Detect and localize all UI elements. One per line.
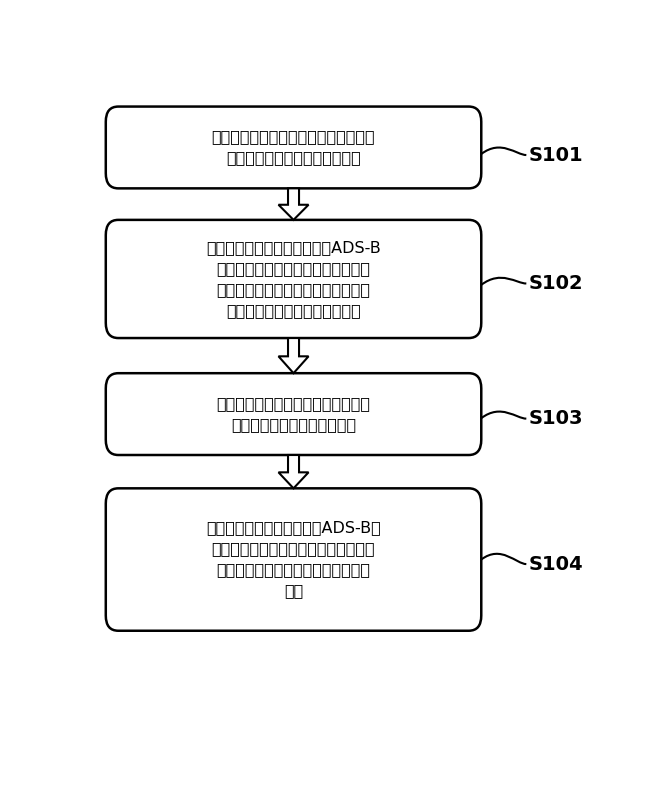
Text: S102: S102 bbox=[529, 274, 583, 293]
Polygon shape bbox=[278, 188, 309, 220]
FancyBboxPatch shape bbox=[106, 488, 481, 630]
Text: 将选择的航路划分为多段航路段，并获
取每一段航路段的多个最优站点: 将选择的航路划分为多段航路段，并获 取每一段航路段的多个最优站点 bbox=[212, 130, 375, 165]
Polygon shape bbox=[278, 455, 309, 488]
FancyBboxPatch shape bbox=[106, 106, 481, 188]
Text: 通过所述最优站点接收飞机的ADS-B
广播信号，并获取所述飞机的多个量
测信息，其中量测信息至少包括所述
飞机所需到达时间差和到达角度: 通过所述最优站点接收飞机的ADS-B 广播信号，并获取所述飞机的多个量 测信息，… bbox=[206, 240, 381, 318]
Text: 将所述第一位置信息与根据ADS-B广
播信号获取的飞机第二位置信息比对，
当两者误差超过预设阈值时发出提示
信息: 将所述第一位置信息与根据ADS-B广 播信号获取的飞机第二位置信息比对， 当两者… bbox=[206, 520, 381, 599]
Text: S103: S103 bbox=[529, 409, 583, 428]
Text: S104: S104 bbox=[529, 555, 583, 574]
Polygon shape bbox=[278, 338, 309, 373]
Text: S101: S101 bbox=[529, 146, 583, 164]
FancyBboxPatch shape bbox=[106, 220, 481, 338]
Text: 根据量测信息对所述飞机进行定位，
获取所述飞机的第一位置信息: 根据量测信息对所述飞机进行定位， 获取所述飞机的第一位置信息 bbox=[216, 396, 371, 432]
FancyBboxPatch shape bbox=[106, 373, 481, 455]
